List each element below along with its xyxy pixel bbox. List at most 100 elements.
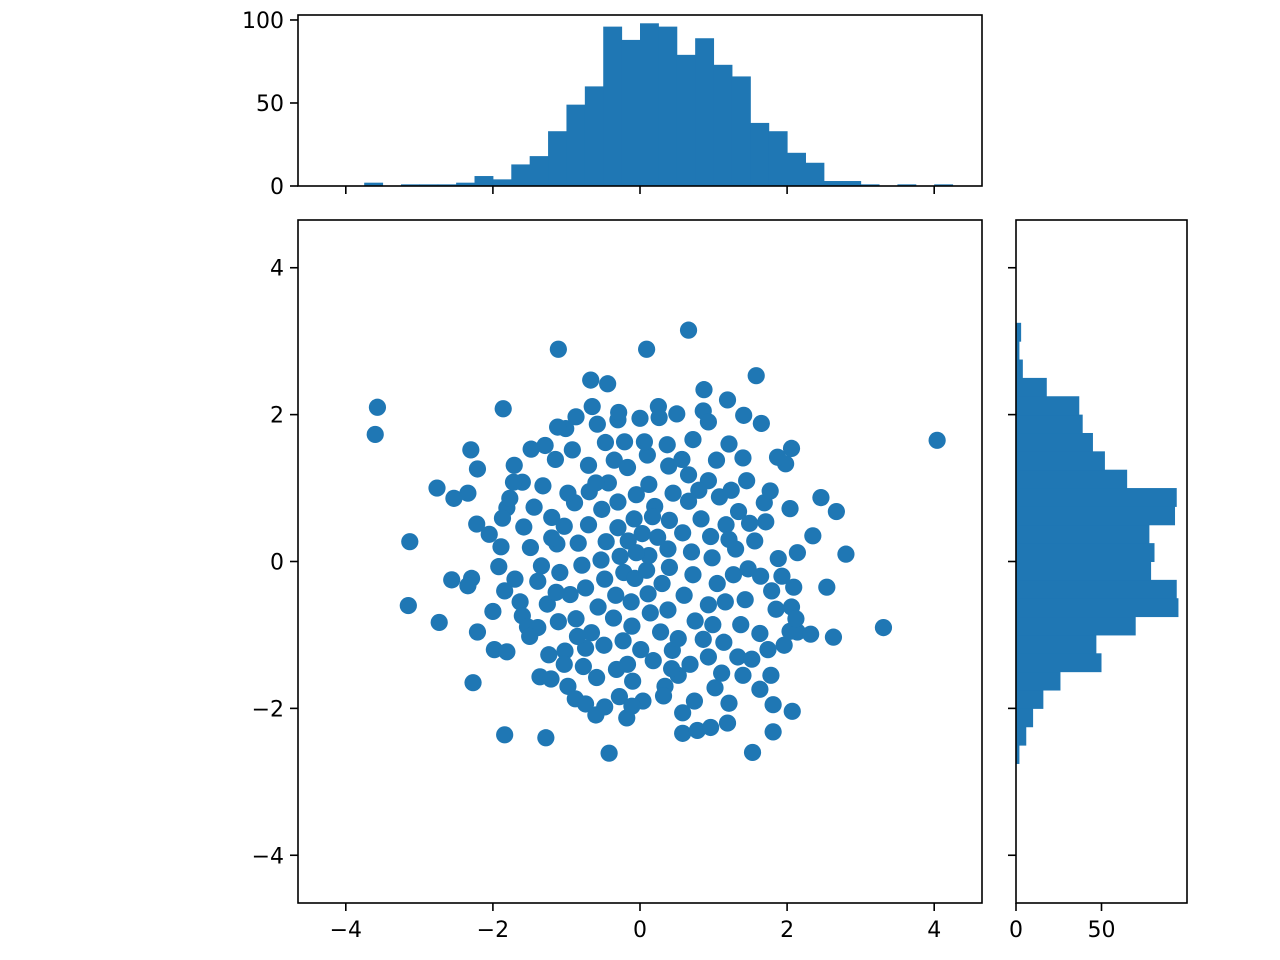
scatter-point: [785, 578, 803, 596]
scatter-point: [757, 513, 775, 531]
scatter-point: [549, 340, 567, 358]
scatter-point: [752, 414, 770, 433]
histogram-x-y-tick-label: 0: [270, 175, 284, 200]
scatter-point: [783, 702, 801, 720]
scatter-point: [722, 481, 740, 499]
scatter-point: [699, 596, 718, 614]
scatter-point: [739, 560, 757, 578]
scatter-point: [664, 484, 682, 502]
scatter-point: [643, 508, 662, 526]
histogram-x-bar: [823, 181, 843, 186]
scatter-point: [596, 433, 615, 452]
scatter-point: [579, 456, 598, 474]
scatter-point: [609, 519, 627, 537]
scatter-point: [690, 481, 708, 499]
scatter-point: [660, 457, 678, 475]
scatter-point: [587, 474, 605, 492]
scatter-point: [688, 721, 706, 740]
scatter-point: [654, 687, 673, 705]
scatter-point: [511, 593, 529, 611]
scatter-point: [659, 601, 677, 619]
scatter-point: [818, 578, 836, 596]
scatter-point: [493, 509, 512, 527]
scatter-point: [720, 435, 738, 453]
scatter-point: [635, 433, 654, 451]
scatter-point: [762, 666, 780, 684]
scatter-point: [556, 642, 574, 660]
scatter-point: [599, 375, 617, 393]
scatter-point: [595, 636, 613, 654]
scatter-point: [638, 446, 656, 464]
histogram-y-bar: [1016, 488, 1177, 507]
scatter-point: [614, 632, 632, 650]
histogram-y-bar: [1016, 396, 1080, 416]
histogram-y-bar: [1016, 377, 1047, 397]
scatter-point: [718, 391, 737, 409]
scatter-y-tick-label: −2: [252, 697, 284, 722]
scatter-point: [638, 561, 656, 579]
scatter-point: [525, 498, 543, 516]
scatter-point: [618, 458, 637, 477]
scatter-point: [522, 440, 540, 458]
histogram-x-bar: [934, 184, 954, 186]
scatter-point: [627, 544, 645, 562]
scatter-point: [615, 433, 634, 451]
histogram-y-bar: [1016, 322, 1022, 342]
scatter-point: [521, 627, 539, 646]
scatter-point: [588, 415, 606, 433]
histogram-x-bar: [566, 104, 586, 186]
histogram-y-x-tick-label: 50: [1088, 918, 1116, 943]
scatter-point: [682, 543, 701, 561]
scatter-point: [804, 527, 822, 545]
scatter-point: [718, 714, 737, 732]
histogram-y-bar: [1016, 524, 1150, 544]
scatter-point: [490, 558, 508, 576]
scatter-point: [763, 582, 781, 600]
scatter-point: [707, 451, 726, 469]
scatter-point: [674, 724, 692, 742]
scatter-point: [702, 527, 720, 546]
scatter-point: [536, 436, 554, 455]
scatter-point: [713, 664, 731, 682]
scatter-point: [504, 473, 523, 491]
scatter-point: [764, 723, 782, 741]
scatter-point: [775, 636, 793, 654]
scatter-point: [679, 492, 698, 510]
scatter-point: [610, 688, 629, 706]
scatter-point: [573, 556, 591, 574]
scatter-point: [732, 616, 750, 634]
scatter-point: [752, 567, 770, 585]
scatter-y-tick-label: 0: [270, 551, 284, 576]
scatter-point: [484, 602, 502, 621]
scatter-point: [537, 729, 555, 747]
histogram-x-bar: [842, 181, 862, 186]
scatter-point: [622, 593, 640, 611]
scatter-point: [596, 570, 614, 588]
scatter-point: [593, 500, 611, 518]
histogram-x-y-tick-label: 100: [242, 9, 284, 34]
histogram-x-bar: [419, 184, 439, 186]
scatter-point: [738, 472, 756, 490]
scatter-point: [695, 381, 713, 399]
histogram-x-bar: [474, 176, 494, 186]
scatter-point: [724, 566, 743, 584]
scatter-point: [788, 623, 806, 641]
scatter-point: [649, 528, 667, 546]
scatter-point: [633, 524, 651, 543]
scatter-point: [740, 514, 759, 532]
scatter-point: [515, 518, 533, 536]
scatter-point: [588, 668, 606, 687]
scatter-point: [735, 406, 753, 424]
scatter-point: [660, 558, 679, 576]
histogram-x-bar: [548, 131, 567, 186]
scatter-point: [751, 680, 769, 698]
scatter-point: [674, 524, 692, 542]
scatter-point: [660, 511, 679, 529]
scatter-point: [540, 646, 558, 664]
histogram-x-bar: [400, 184, 420, 186]
scatter-point: [592, 551, 610, 569]
scatter-point: [559, 484, 577, 502]
scatter-point: [534, 477, 552, 495]
scatter-point: [684, 430, 702, 449]
scatter-point: [605, 451, 623, 469]
